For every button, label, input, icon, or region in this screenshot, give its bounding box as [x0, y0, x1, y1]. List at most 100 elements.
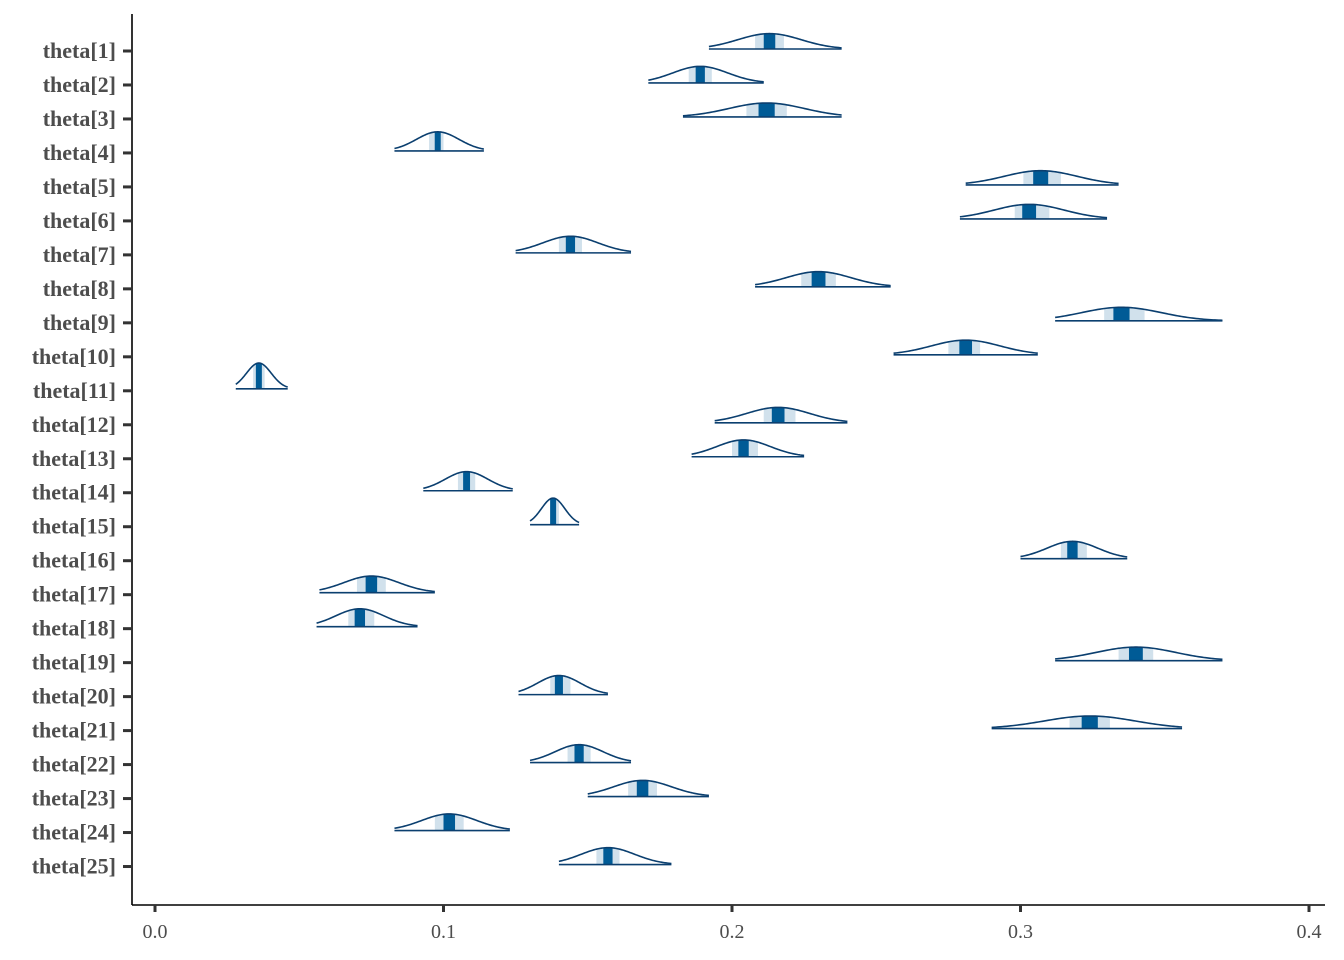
y-tick-label: theta[24] — [32, 820, 116, 845]
y-tick-label: theta[22] — [32, 752, 116, 777]
y-axis-labels: theta[1] theta[2] theta[3] theta[4] theta[5]… — [32, 38, 116, 879]
ridge-21 — [991, 715, 1183, 730]
y-tick-label: theta[13] — [32, 446, 116, 471]
density-curve — [235, 362, 288, 388]
median-mark — [1128, 647, 1143, 661]
density-curve — [529, 743, 632, 762]
ridge-14 — [423, 470, 513, 492]
density-curve — [518, 674, 609, 695]
median-mark — [365, 576, 378, 593]
density-curve — [648, 65, 764, 83]
y-tick-label: theta[18] — [32, 616, 116, 641]
x-tick-label: 0.3 — [1008, 921, 1033, 943]
ridge-25 — [558, 846, 672, 866]
ridge-10 — [893, 339, 1038, 356]
median-mark — [771, 407, 785, 423]
ridge-1 — [708, 32, 842, 50]
median-mark — [959, 340, 973, 355]
median-mark — [1113, 307, 1130, 321]
ridge-19 — [1055, 646, 1223, 662]
density-curve — [708, 32, 842, 49]
density-curve — [893, 339, 1038, 354]
y-tick-label: theta[5] — [43, 174, 116, 199]
ridge-15 — [529, 497, 580, 526]
density-curve — [394, 131, 485, 150]
median-mark — [550, 498, 557, 525]
y-tick-label: theta[3] — [43, 106, 116, 131]
density-curve — [587, 779, 709, 797]
density-curve — [423, 470, 513, 490]
median-mark — [434, 131, 441, 151]
x-tick-label: 0.2 — [720, 921, 745, 943]
y-tick-label: theta[16] — [32, 548, 116, 573]
median-mark — [574, 744, 584, 763]
density-curve — [1020, 540, 1128, 558]
y-axis-ticks — [123, 49, 131, 869]
y-tick-label: theta[1] — [43, 38, 116, 63]
density-curve — [316, 607, 418, 627]
median-mark — [1022, 204, 1037, 219]
y-tick-label: theta[6] — [43, 208, 116, 233]
ridges-layer — [235, 32, 1223, 866]
ridge-24 — [394, 813, 510, 832]
y-tick-label: theta[21] — [32, 718, 116, 743]
density-curve — [319, 575, 435, 593]
median-mark — [354, 608, 366, 627]
y-tick-label: theta[11] — [33, 378, 116, 403]
ridge-3 — [682, 102, 842, 118]
median-mark — [463, 471, 471, 491]
ridge-6 — [959, 203, 1108, 220]
median-mark — [738, 439, 749, 457]
median-mark — [636, 780, 649, 797]
ridge-5 — [965, 169, 1119, 186]
y-tick-label: theta[10] — [32, 344, 116, 369]
median-mark — [763, 33, 776, 49]
ridge-22 — [529, 743, 632, 764]
y-tick-label: theta[7] — [43, 242, 116, 267]
median-mark — [1081, 715, 1098, 729]
y-tick-label: theta[12] — [32, 412, 116, 437]
ridge-16 — [1020, 540, 1128, 560]
ridge-11 — [235, 362, 288, 390]
x-tick-label: 0.4 — [1297, 921, 1322, 943]
density-curve — [959, 203, 1108, 219]
median-mark — [1033, 170, 1049, 185]
y-tick-label: theta[23] — [32, 786, 116, 811]
median-mark — [758, 103, 775, 117]
ridge-18 — [316, 607, 418, 628]
ridge-12 — [714, 406, 848, 424]
y-tick-label: theta[17] — [32, 582, 116, 607]
ridge-13 — [691, 439, 805, 458]
density-curve — [714, 406, 848, 423]
x-tick-label: 0.0 — [143, 921, 168, 943]
density-curve — [991, 715, 1183, 729]
y-tick-label: theta[4] — [43, 140, 116, 165]
density-curve — [515, 235, 632, 253]
median-mark — [554, 675, 563, 695]
y-tick-label: theta[15] — [32, 514, 116, 539]
y-tick-label: theta[2] — [43, 72, 116, 97]
density-curve — [1055, 646, 1223, 661]
y-tick-label: theta[20] — [32, 684, 116, 709]
x-axis-ticks: 0.0 0.1 0.2 0.3 0.4 — [143, 905, 1322, 943]
ridge-4 — [394, 131, 485, 152]
median-mark — [255, 363, 262, 389]
density-curve — [682, 102, 842, 117]
y-tick-label: theta[14] — [32, 480, 116, 505]
ridge-20 — [518, 674, 609, 696]
y-tick-label: theta[25] — [32, 854, 116, 879]
ridge-2 — [648, 65, 764, 84]
median-mark — [565, 236, 576, 253]
ridge-17 — [319, 575, 435, 594]
ridge-8 — [754, 270, 891, 288]
density-curve — [558, 846, 672, 865]
median-mark — [443, 813, 456, 831]
density-curve — [1055, 306, 1223, 322]
density-curve — [754, 270, 891, 287]
median-mark — [603, 847, 613, 865]
density-curve — [965, 169, 1119, 185]
y-tick-label: theta[19] — [32, 650, 116, 675]
y-tick-label: theta[8] — [43, 276, 116, 301]
ridge-23 — [587, 779, 709, 798]
